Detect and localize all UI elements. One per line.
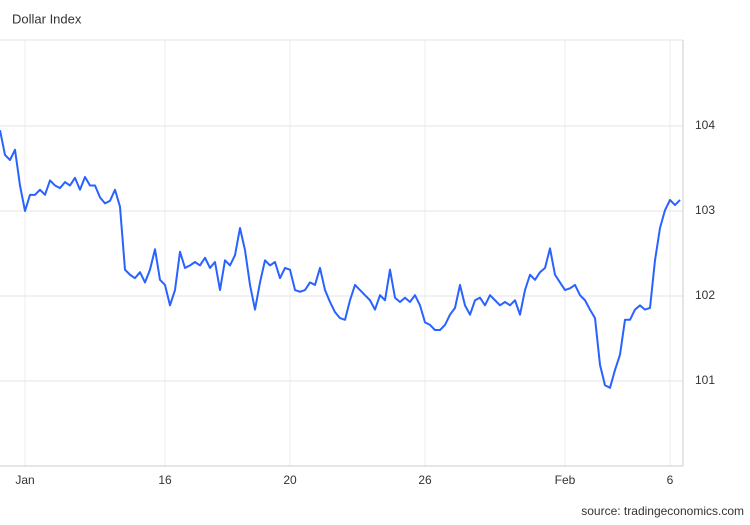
y-tick-label: 103 [695,203,715,217]
x-tick-label: 26 [418,473,432,487]
source: source: tradingeconomics.com [581,504,744,518]
y-tick-label: 102 [695,288,715,302]
chart-title: Dollar Index [12,11,82,26]
x-tick-label: 16 [158,473,172,487]
x-tick-label: Feb [555,473,576,487]
x-tick-label: Jan [15,473,34,487]
line [0,130,681,389]
y-tick-label: 101 [695,373,715,387]
y-tick-label: 104 [695,118,715,132]
x-tick-label: 6 [667,473,674,487]
x-tick-label: 20 [283,473,297,487]
